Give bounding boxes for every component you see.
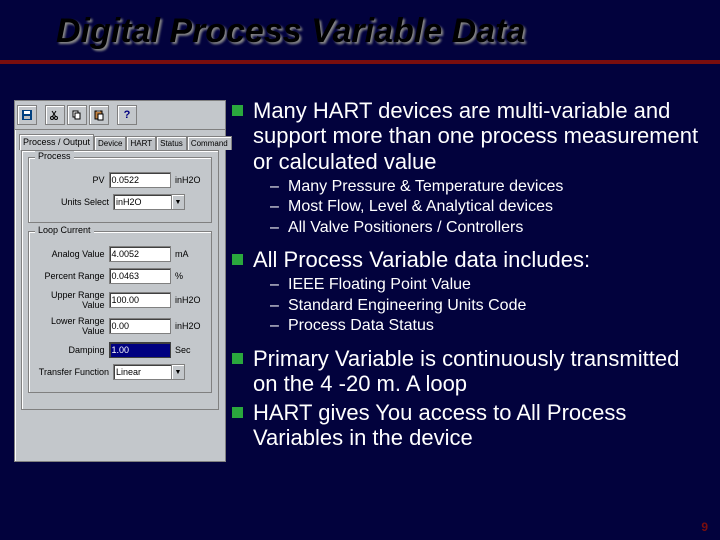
sub-2-3: Process Data Status	[288, 317, 434, 335]
transfer-fn-combo[interactable]: Linear ▼	[113, 364, 185, 380]
sub-2-1: IEEE Floating Point Value	[288, 276, 471, 294]
copy-icon[interactable]	[67, 105, 87, 125]
lower-range-unit: inH2O	[171, 321, 207, 331]
tab-status[interactable]: Status	[156, 136, 187, 150]
bullet-4: HART gives You access to All Process Var…	[232, 400, 706, 451]
device-dialog: ? Process / Output Device HART Status Co…	[14, 100, 226, 462]
upper-range-unit: inH2O	[171, 295, 207, 305]
page-number: 9	[701, 520, 708, 534]
damping-label: Damping	[33, 345, 109, 355]
dialog-panel: Process PV 0.0522 inH2O Units Select inH…	[21, 150, 219, 410]
bullet-2: All Process Variable data includes:	[232, 247, 706, 272]
pv-field[interactable]: 0.0522	[109, 172, 171, 188]
bullet-3-text: Primary Variable is continuously transmi…	[253, 346, 706, 397]
bullet-4-text: HART gives You access to All Process Var…	[253, 400, 706, 451]
bullet-3: Primary Variable is continuously transmi…	[232, 346, 706, 397]
slide: Digital Process Variable Data ? Process	[0, 0, 720, 540]
bullet-2-sub: –IEEE Floating Point Value –Standard Eng…	[270, 276, 706, 335]
save-icon[interactable]	[17, 105, 37, 125]
transfer-fn-label: Transfer Function	[33, 367, 113, 377]
upper-range-label: Upper Range Value	[33, 290, 109, 310]
loop-current-group: Loop Current Analog Value 4.0052 mA Perc…	[28, 231, 212, 393]
sub-2-2: Standard Engineering Units Code	[288, 297, 526, 315]
units-select-label: Units Select	[33, 197, 113, 207]
pv-unit: inH2O	[171, 175, 207, 185]
sub-1-3: All Valve Positioners / Controllers	[288, 219, 523, 237]
upper-range-field[interactable]: 100.00	[109, 292, 171, 308]
sub-1-2: Most Flow, Level & Analytical devices	[288, 198, 553, 216]
tab-device[interactable]: Device	[94, 136, 126, 150]
analog-value-field[interactable]: 4.0052	[109, 246, 171, 262]
process-legend: Process	[35, 151, 74, 161]
process-group: Process PV 0.0522 inH2O Units Select inH…	[28, 157, 212, 223]
chevron-down-icon[interactable]: ▼	[171, 365, 184, 379]
chevron-down-icon[interactable]: ▼	[171, 195, 184, 209]
paste-icon[interactable]	[89, 105, 109, 125]
sub-1-1: Many Pressure & Temperature devices	[288, 178, 563, 196]
lower-range-field[interactable]: 0.00	[109, 318, 171, 334]
damping-field[interactable]: 1.00	[109, 342, 171, 358]
bullet-2-text: All Process Variable data includes:	[253, 247, 590, 272]
percent-range-field[interactable]: 0.0463	[109, 268, 171, 284]
bullet-square-icon	[232, 254, 243, 265]
page-title: Digital Process Variable Data	[56, 12, 525, 51]
tab-process-output[interactable]: Process / Output	[19, 134, 94, 150]
loop-legend: Loop Current	[35, 225, 94, 235]
bullet-1-text: Many HART devices are multi-variable and…	[253, 98, 706, 174]
units-select-combo[interactable]: inH2O ▼	[113, 194, 185, 210]
analog-value-label: Analog Value	[33, 249, 109, 259]
units-select-value: inH2O	[114, 195, 171, 209]
percent-range-unit: %	[171, 271, 207, 281]
bullet-1-sub: –Many Pressure & Temperature devices –Mo…	[270, 178, 706, 237]
bullet-1: Many HART devices are multi-variable and…	[232, 98, 706, 174]
bullet-square-icon	[232, 407, 243, 418]
pv-label: PV	[33, 175, 109, 185]
percent-range-label: Percent Range	[33, 271, 109, 281]
title-underline	[0, 60, 720, 64]
transfer-fn-value: Linear	[114, 365, 171, 379]
tab-hart[interactable]: HART	[126, 136, 156, 150]
cut-icon[interactable]	[45, 105, 65, 125]
analog-value-unit: mA	[171, 249, 207, 259]
lower-range-label: Lower Range Value	[33, 316, 109, 336]
help-icon[interactable]: ?	[117, 105, 137, 125]
bullets-area: Many HART devices are multi-variable and…	[232, 98, 706, 455]
bullet-square-icon	[232, 105, 243, 116]
damping-unit: Sec	[171, 345, 207, 355]
dialog-tabs: Process / Output Device HART Status Comm…	[15, 130, 225, 150]
bullet-square-icon	[232, 353, 243, 364]
dialog-toolbar: ?	[15, 101, 225, 130]
tab-command[interactable]: Command	[187, 136, 232, 150]
